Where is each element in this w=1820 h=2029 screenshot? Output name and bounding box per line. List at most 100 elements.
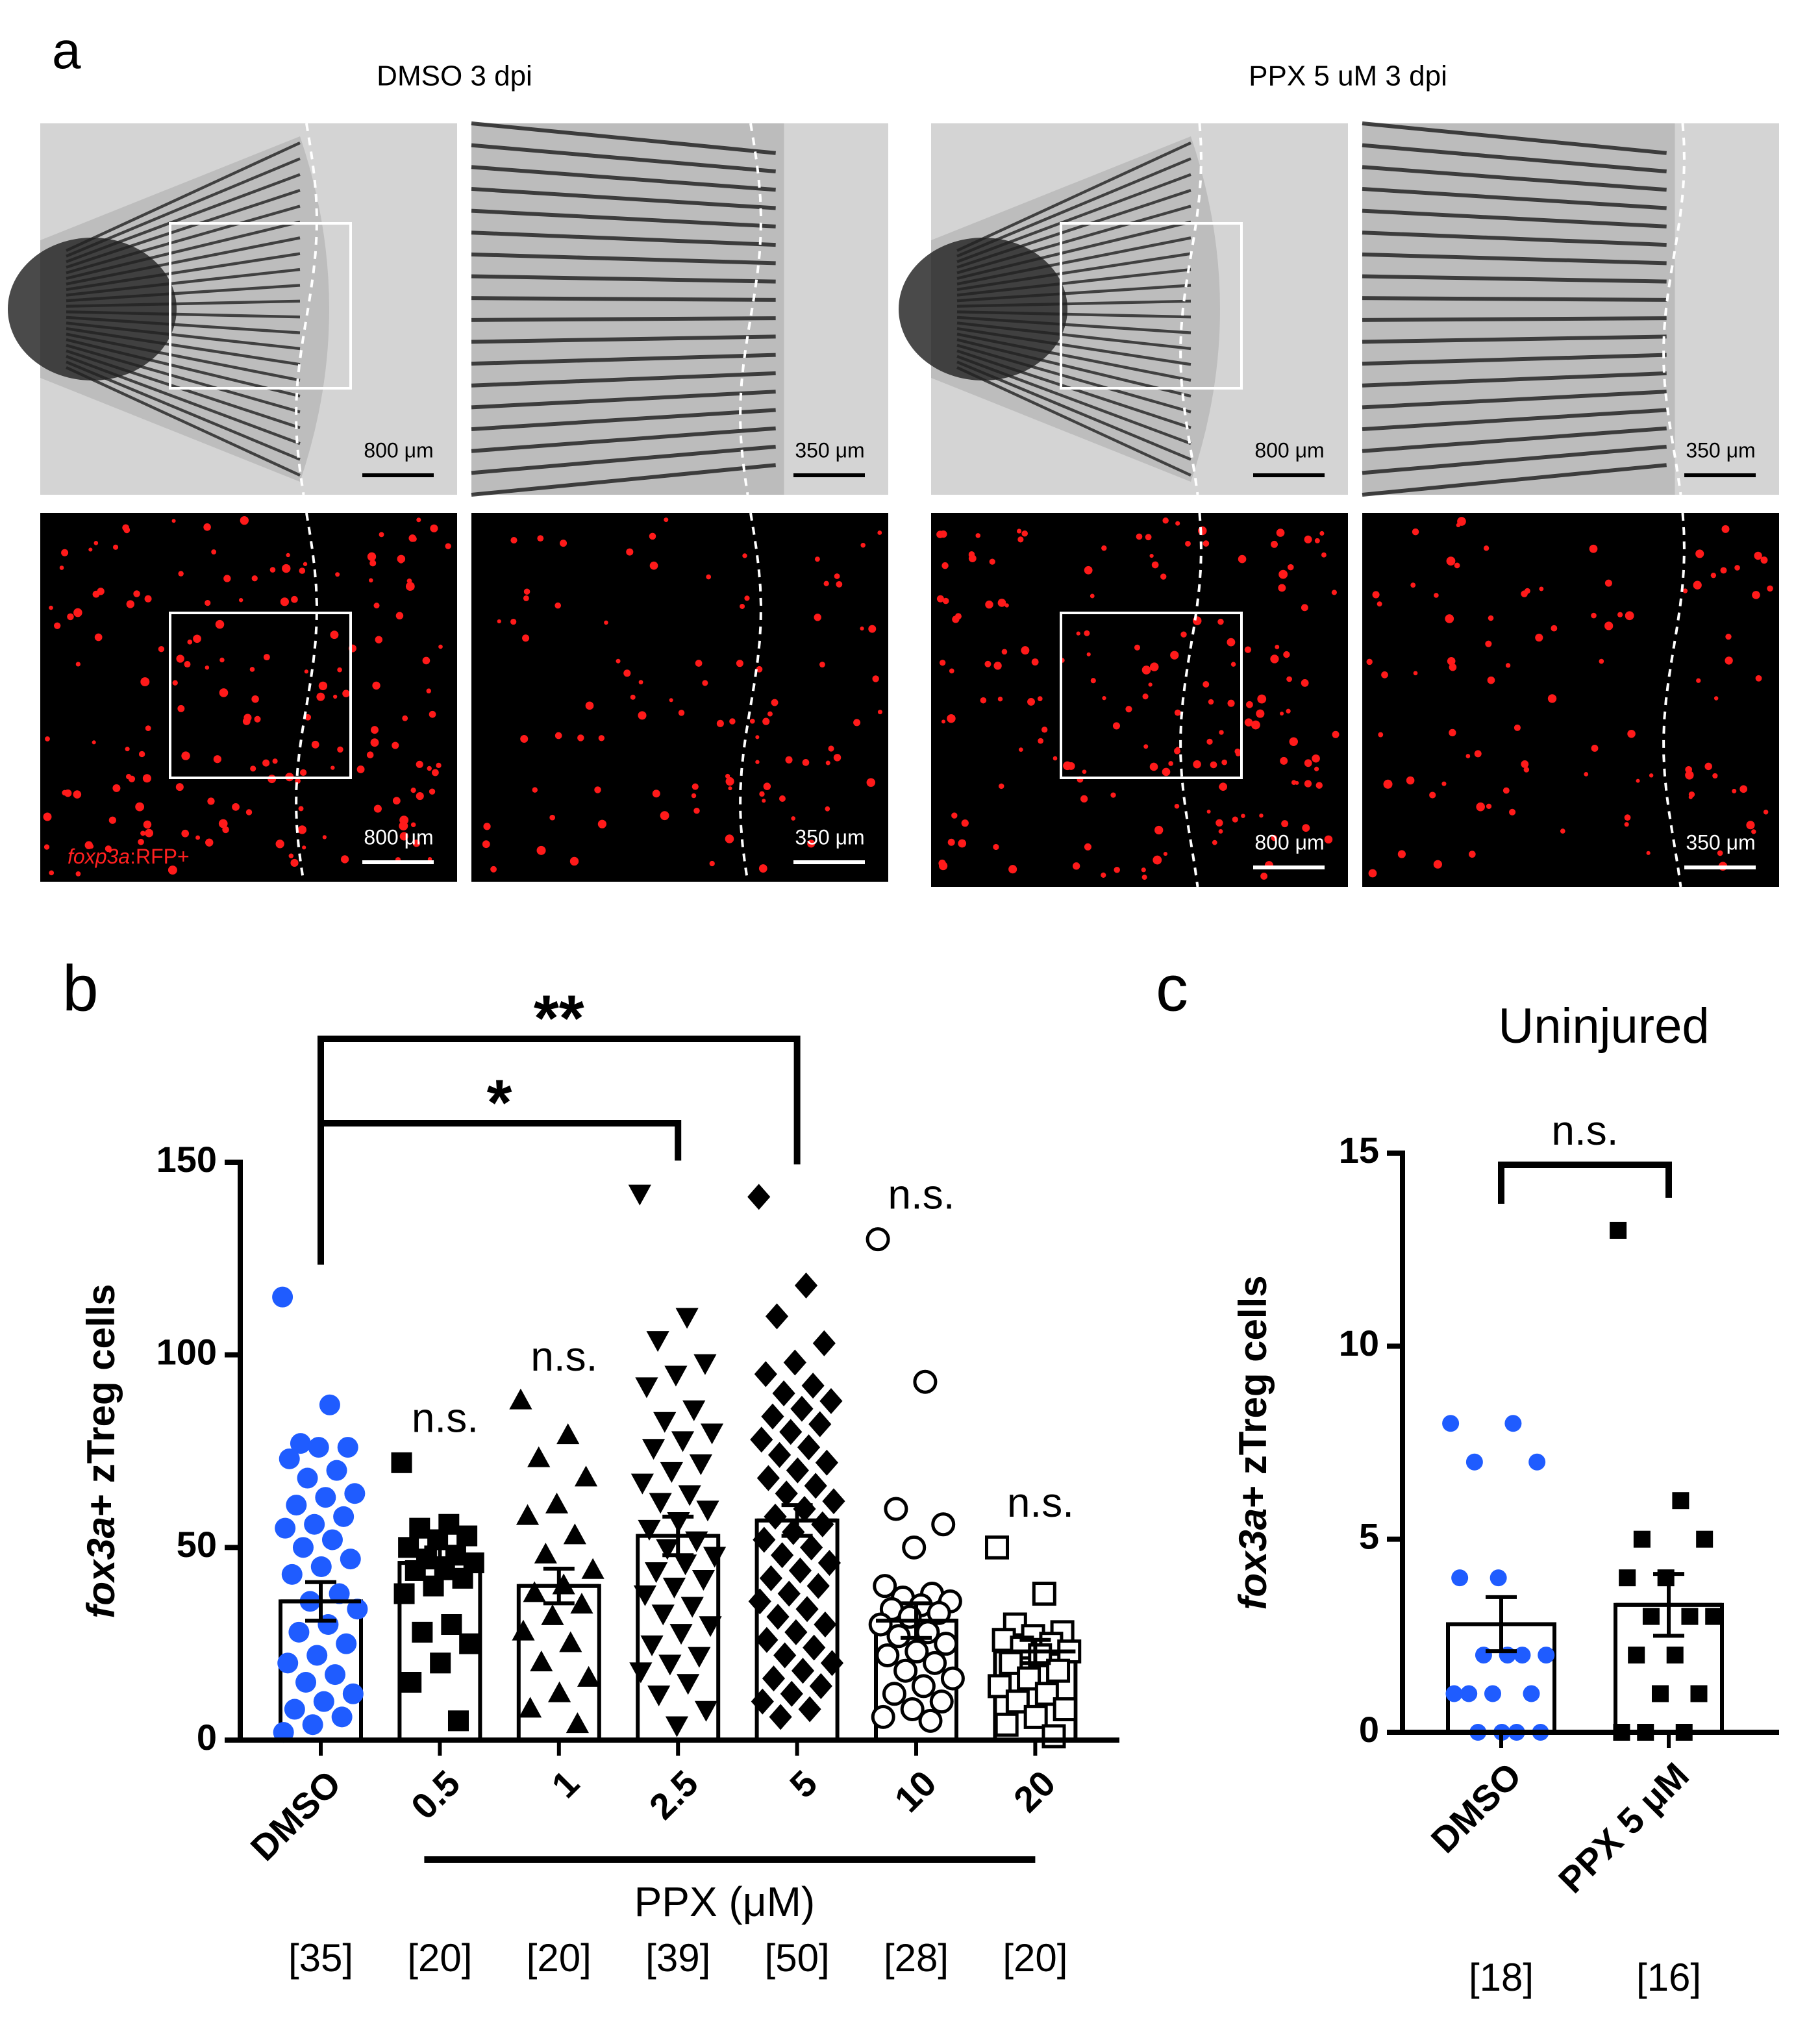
- rfp-cell: [333, 694, 338, 699]
- rfp-cell: [1505, 663, 1511, 668]
- rfp-cell: [728, 786, 732, 791]
- rfp-cell: [303, 562, 308, 566]
- rfp-cell: [785, 756, 793, 764]
- rfp-cell: [1734, 565, 1740, 571]
- rfp-cell: [936, 595, 944, 603]
- rfp-cell: [652, 790, 660, 798]
- rfp-cell: [340, 855, 349, 864]
- fin-ray: [66, 343, 301, 414]
- rfp-cell: [1018, 747, 1023, 752]
- rfp-cell: [282, 564, 291, 573]
- rfp-cell: [725, 773, 730, 779]
- fin-ray: [66, 360, 301, 461]
- data-point: [893, 1658, 918, 1683]
- rfp-cell: [1720, 567, 1727, 574]
- data-points: [985, 1535, 1082, 1749]
- rfp-cell: [145, 828, 154, 838]
- rfp-cell: [814, 614, 821, 621]
- rfp-cell: [1547, 694, 1557, 703]
- rfp-cell: [330, 766, 335, 770]
- rfp-cell: [961, 819, 969, 827]
- rfp-cell: [1141, 867, 1146, 873]
- rfp-cell: [1218, 829, 1223, 834]
- rfp-cell: [1038, 738, 1044, 744]
- rfp-cell: [1589, 544, 1598, 553]
- rfp-cell: [853, 719, 861, 727]
- rfp-cell: [1278, 584, 1286, 592]
- data-point: [1651, 1685, 1669, 1702]
- rfp-cell: [1153, 855, 1162, 865]
- data-point: [750, 1426, 773, 1453]
- rfp-cell: [1162, 517, 1169, 524]
- rfp-cell: [779, 795, 786, 802]
- rfp-cell: [1251, 720, 1260, 730]
- significance-label: n.s.: [1551, 1107, 1618, 1154]
- rfp-cell: [402, 715, 408, 721]
- y-axis-label: fox3a+ zTreg cells: [1231, 1275, 1275, 1610]
- rfp-cell: [1625, 611, 1634, 621]
- rfp-cell: [1174, 709, 1181, 716]
- rfp-cell: [497, 619, 501, 624]
- data-point: [784, 1619, 808, 1645]
- data-point: [775, 1480, 798, 1507]
- data-point: [795, 1596, 819, 1623]
- fin-ray: [471, 296, 776, 302]
- rfp-cell: [742, 553, 747, 558]
- data-point: [767, 1441, 792, 1468]
- data-point: [766, 1604, 790, 1630]
- zoom-box: [169, 222, 352, 390]
- rfp-cell: [1208, 699, 1214, 705]
- rfp-cell: [549, 814, 556, 821]
- rfp-cell: [416, 791, 424, 801]
- y-axis-label-italic: fox3a: [1231, 1508, 1275, 1610]
- rfp-cell: [1256, 709, 1265, 718]
- y-axis-label-rest: + zTreg cells: [79, 1284, 123, 1517]
- rfp-cell: [1041, 727, 1048, 733]
- data-point: [570, 1593, 593, 1614]
- rfp-cell: [140, 677, 150, 687]
- rfp-cell: [222, 826, 229, 834]
- data-point: [640, 1635, 664, 1656]
- rfp-cell: [1752, 591, 1760, 599]
- rfp-cell: [263, 654, 270, 661]
- rfp-cell: [1468, 851, 1476, 858]
- fin-ray: [1362, 353, 1667, 366]
- y-axis-label-italic: fox3a: [79, 1517, 123, 1619]
- fin-ray: [1362, 252, 1667, 266]
- rfp-cell: [1624, 814, 1631, 821]
- rfp-cell: [1721, 525, 1730, 533]
- rfp-cell: [938, 861, 948, 871]
- rfp-cell: [860, 543, 866, 548]
- data-point: [512, 1619, 535, 1641]
- rfp-cell: [299, 567, 306, 574]
- rfp-cell: [1591, 612, 1597, 619]
- rfp-cell: [1086, 652, 1091, 656]
- rfp-cell: [1180, 631, 1187, 638]
- rfp-cell: [181, 751, 190, 760]
- x-tick-label: 1: [543, 1762, 587, 1806]
- rfp-cell: [947, 714, 956, 723]
- rfp-cell: [958, 839, 967, 848]
- fin-ray: [66, 338, 301, 398]
- data-point: [779, 1419, 803, 1445]
- rfp-cell: [594, 786, 601, 793]
- rfp-cell: [49, 605, 53, 610]
- rfp-cell: [941, 719, 946, 724]
- rfp-cell: [1084, 566, 1093, 575]
- rfp-cell: [975, 533, 980, 538]
- fin-ray: [956, 355, 1191, 445]
- data-point: [931, 1512, 956, 1537]
- rfp-cell: [178, 571, 184, 577]
- rfp-cell: [366, 751, 374, 758]
- rfp-cell: [1234, 748, 1241, 754]
- scale-bar-label: 800 μm: [1254, 830, 1324, 854]
- rfp-cell: [693, 807, 700, 814]
- fin-ray: [471, 208, 776, 229]
- fin-ray: [471, 186, 776, 210]
- rfp-cell: [408, 534, 416, 542]
- rfp-cell: [1206, 738, 1213, 745]
- rfp-cell: [168, 865, 177, 875]
- data-point: [809, 1673, 832, 1699]
- scale-bar-label: 800 μm: [1254, 438, 1324, 462]
- data-point: [771, 1542, 794, 1569]
